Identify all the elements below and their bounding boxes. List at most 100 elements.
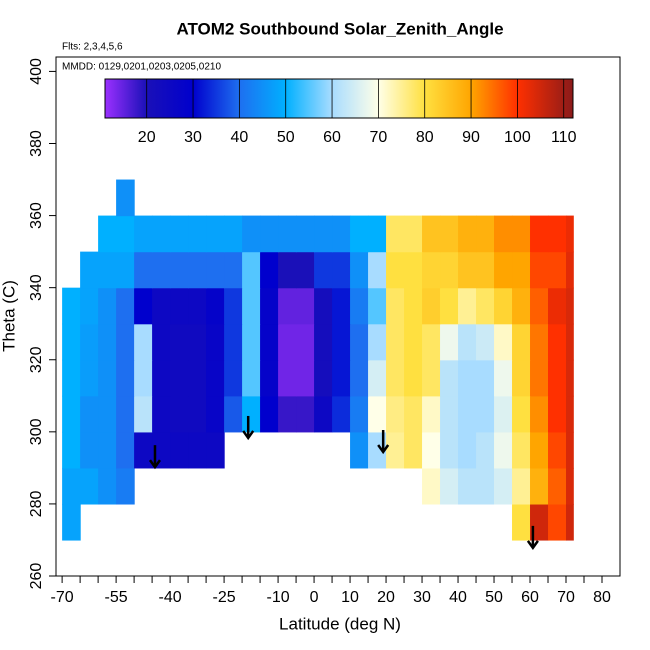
heatmap-cell bbox=[62, 359, 81, 397]
heatmap-cell bbox=[332, 359, 351, 397]
arrow-head bbox=[242, 430, 255, 441]
heatmap-cell bbox=[260, 323, 279, 361]
heatmap-cell bbox=[314, 359, 333, 397]
heatmap-cell bbox=[188, 431, 207, 469]
y-tick-label: 320 bbox=[28, 346, 45, 373]
heatmap-cell bbox=[296, 251, 315, 289]
heatmap-cell bbox=[476, 359, 495, 397]
heatmap-cell bbox=[458, 215, 477, 253]
heatmap-cell bbox=[386, 359, 405, 397]
heatmap-cell bbox=[548, 395, 567, 433]
heatmap-cell bbox=[62, 323, 81, 361]
heatmap-cell bbox=[170, 287, 189, 325]
x-tick-label: -10 bbox=[267, 589, 290, 606]
heatmap-cell bbox=[386, 215, 405, 253]
colorbar-tick-label: 40 bbox=[230, 129, 248, 146]
heatmap-cell bbox=[422, 467, 441, 505]
colorbar-tick-label: 90 bbox=[462, 129, 480, 146]
x-tick-label: 20 bbox=[377, 589, 395, 606]
x-tick-label: -40 bbox=[159, 589, 182, 606]
heatmap-cell bbox=[566, 503, 574, 541]
heatmap-cell bbox=[224, 359, 243, 397]
heatmap-cell bbox=[278, 323, 297, 361]
heatmap-cell bbox=[440, 215, 459, 253]
x-tick-label: 10 bbox=[341, 589, 359, 606]
heatmap-cell bbox=[422, 215, 441, 253]
heatmap-cell bbox=[512, 359, 531, 397]
heatmap-cell bbox=[458, 323, 477, 361]
heatmap-cell bbox=[152, 215, 171, 253]
y-tick-label: 260 bbox=[28, 563, 45, 590]
heatmap-cell bbox=[422, 395, 441, 433]
heatmap-cell bbox=[80, 359, 99, 397]
colorbar-tick-label: 80 bbox=[416, 129, 434, 146]
x-tick-label: 50 bbox=[485, 589, 503, 606]
heatmap-cell bbox=[494, 287, 513, 325]
heatmap-cell bbox=[80, 431, 99, 469]
heatmap-cell bbox=[170, 395, 189, 433]
heatmap-cell bbox=[530, 215, 549, 253]
heatmap-cell bbox=[260, 359, 279, 397]
heatmap-cell bbox=[134, 215, 153, 253]
heatmap-cell bbox=[98, 215, 117, 253]
heatmap-cell bbox=[98, 323, 117, 361]
heatmap-cell bbox=[494, 215, 513, 253]
x-tick-label: 40 bbox=[449, 589, 467, 606]
heatmap-cell bbox=[206, 287, 225, 325]
y-tick-label: 360 bbox=[28, 202, 45, 229]
y-tick-label: 380 bbox=[28, 130, 45, 157]
heatmap-cell bbox=[80, 287, 99, 325]
heatmap-cell bbox=[188, 323, 207, 361]
heatmap-cell bbox=[548, 215, 567, 253]
heatmap-cell bbox=[512, 323, 531, 361]
heatmap-cell bbox=[350, 251, 369, 289]
heatmap-cell bbox=[242, 287, 261, 325]
heatmap-cell bbox=[548, 287, 567, 325]
heatmap-cell bbox=[566, 395, 574, 433]
subtitle: Flts: 2,3,4,5,6 bbox=[62, 42, 123, 53]
heatmap-cell bbox=[170, 215, 189, 253]
heatmap-cell bbox=[350, 287, 369, 325]
heatmap-cell bbox=[386, 395, 405, 433]
heatmap-cell bbox=[170, 359, 189, 397]
heatmap-cell bbox=[296, 215, 315, 253]
arrow-head bbox=[377, 444, 390, 455]
heatmap-cell bbox=[512, 467, 531, 505]
colorbar-tick-label: 60 bbox=[323, 129, 341, 146]
heatmap-cell bbox=[98, 359, 117, 397]
heatmap-cell bbox=[152, 395, 171, 433]
heatmap-cell bbox=[116, 467, 135, 505]
heatmap-cell bbox=[404, 323, 423, 361]
heatmap-cell bbox=[134, 431, 153, 469]
heatmap-cell bbox=[440, 287, 459, 325]
heatmap-cell bbox=[278, 215, 297, 253]
heatmap-cell bbox=[476, 287, 495, 325]
x-tick-label: -25 bbox=[213, 589, 236, 606]
heatmap-cell bbox=[332, 287, 351, 325]
heatmap-cell bbox=[566, 251, 574, 289]
heatmap-cell bbox=[530, 467, 549, 505]
heatmap-cell bbox=[242, 323, 261, 361]
heatmap-cell bbox=[404, 251, 423, 289]
heatmap-cell bbox=[332, 395, 351, 433]
heatmap-cell bbox=[422, 323, 441, 361]
heatmap-cell bbox=[512, 395, 531, 433]
x-axis-label: Latitude (deg N) bbox=[279, 614, 401, 633]
colorbar-tick-label: 110 bbox=[551, 129, 577, 146]
heatmap-cell bbox=[440, 431, 459, 469]
arrow-head bbox=[148, 459, 161, 470]
heatmap-cell bbox=[278, 287, 297, 325]
heatmap-cell bbox=[152, 287, 171, 325]
heatmap-cell bbox=[530, 287, 549, 325]
heatmap-cell bbox=[548, 467, 567, 505]
x-tick-label: 60 bbox=[521, 589, 539, 606]
heatmap-cell bbox=[62, 467, 81, 505]
heatmap-cell bbox=[278, 359, 297, 397]
colorbar-tick-label: 30 bbox=[184, 129, 202, 146]
heatmap-cell bbox=[350, 431, 369, 469]
heatmap-cell bbox=[116, 287, 135, 325]
heatmap-cell bbox=[548, 323, 567, 361]
heatmap-cell bbox=[512, 215, 531, 253]
heatmap-cell bbox=[404, 395, 423, 433]
